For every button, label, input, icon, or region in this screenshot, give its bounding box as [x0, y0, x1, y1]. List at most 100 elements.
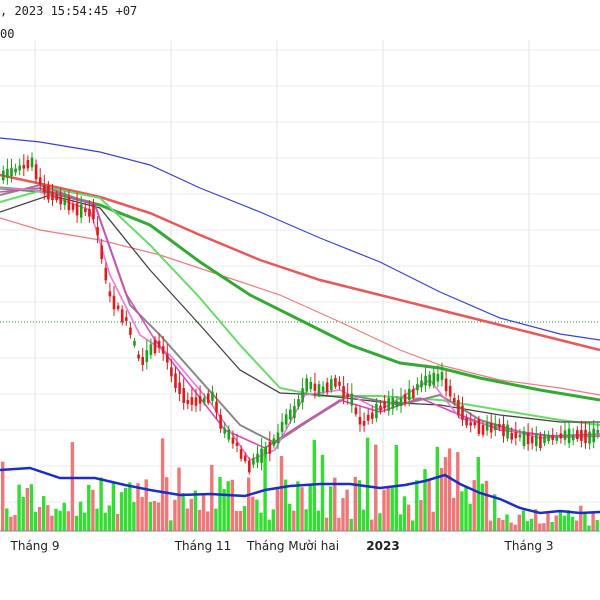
volume-bar [427, 478, 431, 531]
candle-body [502, 424, 505, 437]
volume-bar [443, 457, 448, 531]
candle-body [14, 168, 17, 173]
volume-bar [206, 511, 210, 531]
candle-body [59, 196, 62, 205]
volume-bar [156, 502, 161, 531]
candle-body [6, 168, 9, 178]
volume-bar [329, 486, 333, 531]
candle-body [215, 401, 218, 413]
grid-lines [0, 40, 600, 531]
volume-bar [189, 498, 193, 531]
volume-bar [42, 496, 46, 531]
candle-body [268, 442, 272, 454]
candle-body [67, 197, 71, 211]
candle-body [514, 432, 518, 439]
volume-bar [91, 489, 95, 531]
volume-bar [66, 511, 70, 531]
volume-bar [152, 500, 157, 531]
volume-bar [538, 523, 542, 531]
candle-body [301, 388, 304, 403]
volume-bar [472, 480, 476, 531]
volume-bar [210, 464, 214, 531]
ma-line [0, 186, 600, 426]
candle-body [161, 346, 165, 354]
volume-bar [230, 479, 234, 531]
candle-body [510, 432, 513, 440]
candle-body [473, 422, 477, 426]
candle-body [395, 400, 399, 408]
volume-bar [46, 505, 50, 531]
volume-bar [251, 496, 255, 531]
candle-body [22, 164, 26, 169]
volume-bar [398, 514, 403, 531]
volume-bar [566, 510, 571, 531]
candle-body [30, 157, 34, 168]
candle-body [481, 424, 485, 435]
volume-bar [271, 509, 275, 531]
volume-bar [411, 520, 415, 531]
candle-body [371, 412, 374, 419]
volume-bar [238, 510, 243, 531]
volume-bar [480, 483, 485, 531]
volume-bar [517, 514, 521, 531]
candle-body [477, 418, 481, 434]
candle-body [584, 429, 587, 444]
candle-body [293, 406, 296, 418]
volume-bar [169, 520, 173, 531]
volume-bar [509, 522, 513, 531]
volume-bar [218, 476, 222, 531]
candle-body [198, 396, 202, 404]
candle-body [334, 377, 337, 387]
volume-bar [464, 486, 468, 531]
volume-bar [144, 479, 148, 531]
candle-body [321, 386, 325, 392]
volume-bar [58, 510, 62, 531]
moving-average-lines [0, 137, 600, 461]
candle-body [186, 399, 190, 404]
volume-bar [402, 496, 407, 531]
volume-bar [300, 487, 304, 531]
candle-body [153, 339, 157, 354]
candle-body [350, 393, 354, 406]
candle-body [567, 428, 571, 444]
volume-bar [554, 515, 558, 531]
ma-line [0, 194, 600, 423]
ma-line [0, 187, 600, 461]
candle-body [178, 382, 181, 394]
candle-body [280, 421, 284, 432]
volume-bar [160, 438, 165, 531]
volume-bar [320, 454, 325, 531]
volume-bar [447, 448, 452, 531]
volume-bar [177, 467, 181, 531]
volume-bar [587, 525, 591, 531]
x-tick-label: Tháng 3 [504, 539, 554, 553]
candle-body [330, 379, 333, 391]
volume-bar [456, 452, 460, 531]
candle-body [465, 417, 468, 426]
volume-bar [115, 513, 120, 531]
volume-bar [259, 512, 263, 531]
volume-bar [95, 508, 99, 531]
candle-body [219, 414, 222, 429]
candle-body [444, 378, 448, 392]
candle-body [379, 405, 382, 411]
volume-bar [394, 445, 398, 531]
volume-bar [529, 518, 534, 531]
candle-body [543, 434, 546, 444]
candle-body [297, 399, 300, 407]
volume-bar [370, 519, 374, 531]
ma-line [0, 173, 600, 352]
volume-bar [353, 476, 357, 531]
candle-body [358, 416, 362, 425]
candle-body [145, 350, 149, 363]
candle-body [461, 405, 464, 420]
volume-bar [513, 524, 517, 531]
candle-body [264, 446, 267, 455]
volume-bar [99, 477, 103, 531]
candle-body [92, 204, 95, 220]
volume-bar [435, 446, 439, 531]
candle-body [88, 208, 91, 217]
candle-body [366, 414, 370, 421]
candle-body [407, 388, 411, 401]
candle-body [354, 407, 358, 415]
